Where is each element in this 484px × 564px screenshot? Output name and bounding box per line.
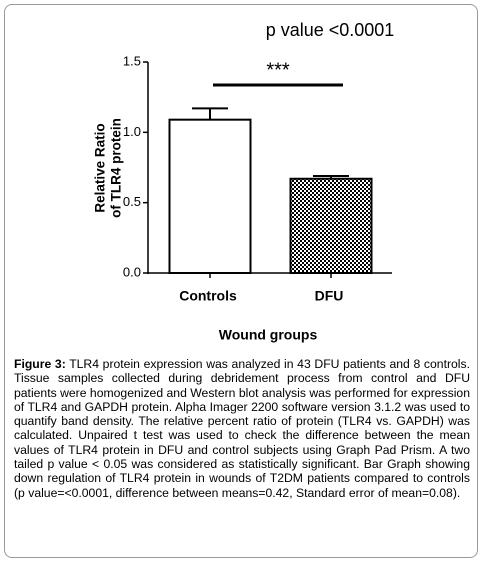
y-tick-label: 1.5 <box>123 53 141 68</box>
x-axis-label: Wound groups <box>219 327 318 343</box>
chart: p value <0.0001 Relative Ratio of TLR4 p… <box>93 20 395 343</box>
y-axis-label: Relative Ratio <box>93 123 108 212</box>
x-tick-label: Controls <box>179 288 237 304</box>
y-axis-label: of TLR4 protein <box>109 118 124 218</box>
figure-frame <box>4 4 478 558</box>
caption-text: TLR4 protein expression was analyzed in … <box>14 357 470 500</box>
x-tick-label: DFU <box>315 288 344 304</box>
caption-label: Figure 3: <box>14 357 66 371</box>
caption: Figure 3: TLR4 protein expression was an… <box>14 357 470 500</box>
bar <box>168 118 252 274</box>
chart-title: p value <0.0001 <box>266 20 395 40</box>
y-tick-label: 0.0 <box>123 264 141 279</box>
significance-label: *** <box>266 59 290 81</box>
y-tick-label: 0.5 <box>123 194 141 209</box>
bar <box>289 177 373 274</box>
y-tick-label: 1.0 <box>123 124 141 139</box>
